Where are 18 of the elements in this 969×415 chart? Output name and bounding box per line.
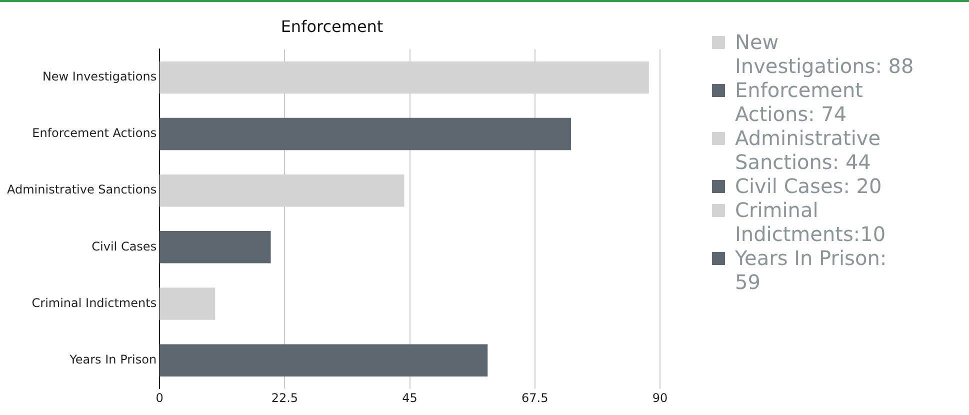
x-tick-label: 0 xyxy=(156,390,164,405)
legend-label: New Investigations: 88 xyxy=(735,30,915,78)
x-tick-label: 22.5 xyxy=(271,390,298,405)
x-tick-label: 45 xyxy=(402,390,418,405)
chart-title: Enforcement xyxy=(280,16,384,36)
x-tick-label: 67.5 xyxy=(522,390,548,405)
y-tick-label: Administrative Sanctions xyxy=(6,182,157,197)
y-tick-label: New Investigations xyxy=(42,70,157,84)
y-tick-label: Criminal Indictments xyxy=(32,296,157,310)
y-tick-label: Years In Prison xyxy=(68,352,157,366)
y-tick-label: Enforcement Actions xyxy=(32,126,157,140)
legend-label: Administrative Sanctions: 44 xyxy=(735,126,882,174)
legend-label: Civil Cases: 20 xyxy=(735,174,882,198)
y-tick-label: Civil Cases xyxy=(92,239,157,254)
x-tick-label: 90 xyxy=(652,390,668,405)
legend-label: Years In Prison: 59 xyxy=(735,246,888,294)
legend-label: Criminal Indictments:10 xyxy=(735,198,887,246)
legend-label: Enforcement Actions: 74 xyxy=(735,78,864,126)
